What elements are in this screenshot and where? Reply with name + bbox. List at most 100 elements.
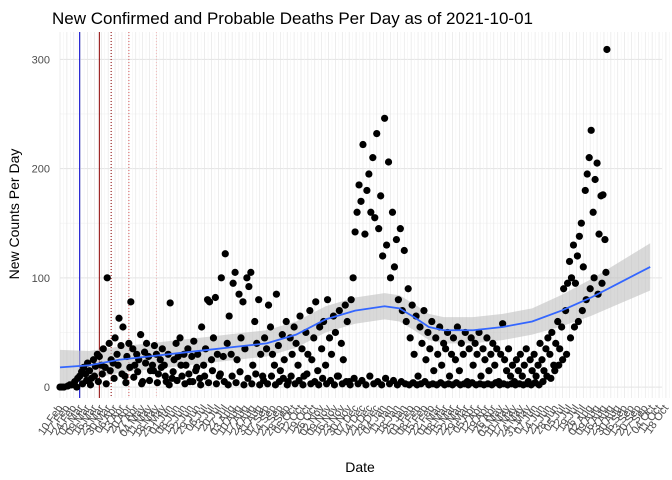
data-point: [279, 374, 287, 382]
data-point: [497, 350, 505, 358]
data-point: [404, 285, 412, 293]
data-point: [459, 350, 467, 358]
data-point: [315, 381, 323, 389]
data-point: [280, 356, 288, 364]
data-point: [257, 350, 265, 358]
data-point: [481, 356, 489, 364]
data-point: [408, 301, 416, 309]
data-point: [229, 279, 237, 287]
data-point: [115, 314, 123, 322]
data-point: [176, 334, 184, 342]
data-point: [390, 263, 399, 271]
data-point: [381, 374, 390, 382]
data-point: [483, 334, 491, 342]
data-point: [508, 361, 517, 369]
data-point: [166, 299, 174, 307]
data-point: [113, 350, 121, 358]
data-point: [205, 298, 214, 306]
data-point: [445, 372, 454, 380]
data-point: [428, 317, 436, 326]
data-point: [453, 323, 461, 331]
data-point: [528, 367, 536, 375]
data-point: [149, 367, 158, 375]
data-point: [129, 345, 137, 353]
data-point: [185, 370, 193, 378]
data-point: [244, 374, 252, 382]
data-point: [377, 192, 385, 200]
data-point: [379, 252, 387, 260]
data-point: [550, 361, 558, 369]
data-point: [219, 352, 227, 361]
data-point: [94, 378, 102, 386]
data-point: [546, 350, 554, 358]
data-point: [173, 376, 181, 385]
data-point: [263, 380, 272, 388]
data-point: [327, 350, 336, 358]
data-point: [211, 293, 220, 302]
data-point: [306, 306, 314, 315]
data-point: [267, 372, 276, 380]
data-point: [542, 345, 550, 353]
data-point: [181, 380, 189, 388]
data-point: [288, 350, 296, 358]
data-point: [249, 361, 257, 369]
data-point: [351, 228, 359, 236]
data-point: [349, 274, 357, 282]
data-point: [73, 383, 81, 391]
data-point: [119, 323, 127, 331]
data-point: [506, 372, 515, 380]
data-point: [294, 361, 302, 369]
data-point: [434, 350, 442, 358]
data-point: [209, 334, 218, 342]
data-point: [314, 367, 322, 375]
data-point: [245, 282, 253, 291]
data-point: [384, 158, 393, 166]
data-point: [282, 317, 290, 326]
data-point: [331, 328, 340, 337]
data-point: [240, 381, 248, 389]
data-point: [117, 341, 125, 350]
data-point: [224, 381, 232, 389]
data-point: [272, 290, 281, 298]
data-point: [255, 296, 263, 304]
data-point: [106, 367, 114, 375]
data-point: [182, 361, 190, 369]
data-point: [499, 320, 507, 328]
data-point: [371, 214, 379, 222]
data-point: [581, 186, 589, 195]
data-point: [335, 306, 343, 315]
data-point: [362, 381, 370, 389]
data-point: [575, 232, 583, 240]
data-point: [595, 230, 603, 238]
data-point: [111, 334, 119, 342]
data-point: [239, 298, 247, 306]
data-point: [562, 350, 571, 358]
data-point: [194, 350, 202, 358]
data-point: [251, 317, 259, 326]
data-point: [402, 317, 410, 326]
data-point: [571, 279, 580, 287]
data-point: [485, 367, 493, 375]
data-point: [141, 359, 150, 367]
y-tick-label: 0: [44, 382, 50, 394]
data-point: [449, 334, 458, 342]
data-point: [551, 367, 559, 375]
data-point: [312, 298, 320, 306]
data-point: [118, 370, 126, 378]
data-point: [90, 372, 99, 380]
data-point: [148, 361, 157, 369]
data-point: [346, 381, 354, 389]
data-point: [538, 356, 546, 364]
data-point: [262, 345, 271, 353]
data-point: [493, 345, 501, 353]
data-point: [367, 208, 375, 216]
data-point: [566, 334, 575, 342]
data-point: [512, 356, 521, 364]
data-point: [361, 230, 369, 238]
data-point: [418, 339, 426, 347]
data-point: [156, 356, 164, 364]
data-point: [382, 241, 391, 249]
data-point: [157, 363, 165, 372]
